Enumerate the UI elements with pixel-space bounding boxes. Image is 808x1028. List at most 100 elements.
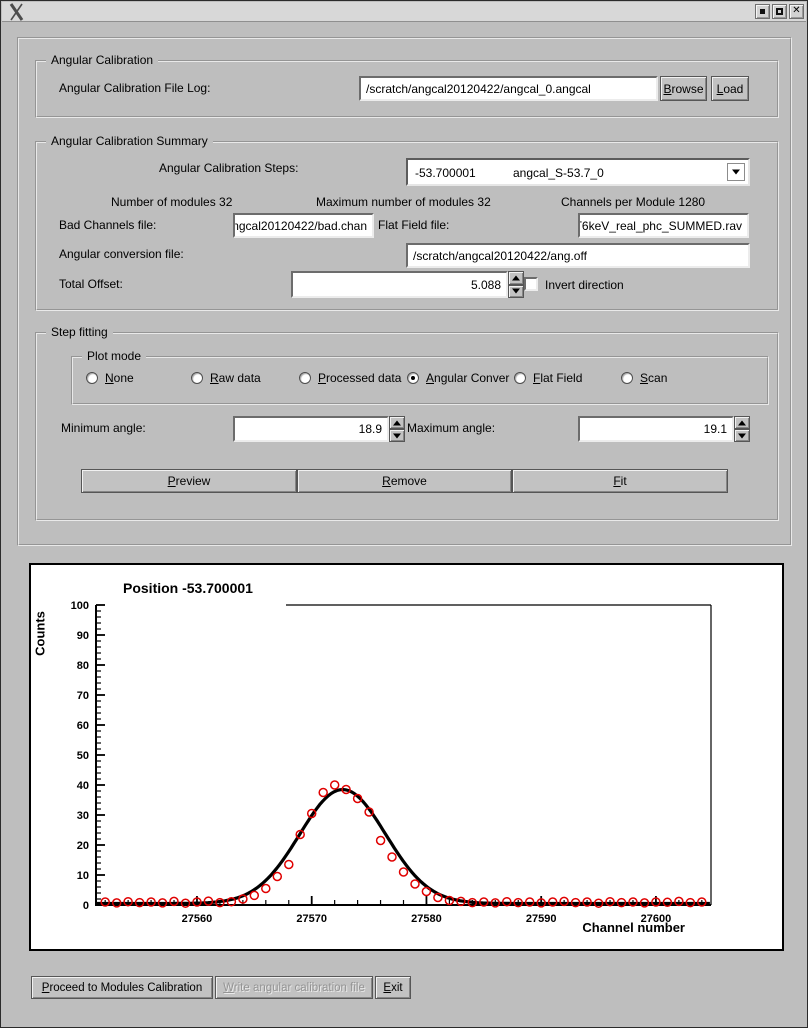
svg-text:0: 0 <box>83 900 89 912</box>
close-button[interactable]: ✕ <box>789 4 804 19</box>
browse-button-label: Browse <box>663 81 704 96</box>
svg-text:30: 30 <box>77 810 89 822</box>
radio-button-icon <box>514 372 526 384</box>
write-button-label: Write angular calibration file <box>223 981 365 994</box>
group-legend: Plot mode <box>82 349 147 363</box>
svg-text:100: 100 <box>71 600 89 612</box>
plot-mode-radio-raw-data[interactable]: Raw data <box>191 371 261 385</box>
calibration-peak-plot: 0 10 20 30 40 50 60 70 80 90 100 27560 27570 27580 275… <box>71 600 712 925</box>
radio-button-icon <box>621 372 633 384</box>
angular-calibration-summary-group: Angular Calibration Summary <box>35 134 779 311</box>
plot-mode-radio-angular-conversion[interactable]: Angular Conver <box>407 371 509 385</box>
group-legend: Step fitting <box>46 325 113 339</box>
exit-button-label: Exit <box>383 981 403 994</box>
total-offset-spinner <box>508 271 524 298</box>
svg-text:80: 80 <box>77 660 89 672</box>
minimum-angle-value: 18.9 <box>358 422 382 436</box>
num-modules-label: Number of modules 32 <box>111 195 233 209</box>
plot-mode-radio-flat-field[interactable]: Flat Field <box>514 371 582 385</box>
svg-text:27580: 27580 <box>411 913 442 925</box>
total-offset-value: 5.088 <box>470 277 501 292</box>
controls-frame <box>17 37 792 546</box>
svg-text:27570: 27570 <box>296 913 327 925</box>
invert-direction-checkbox[interactable] <box>524 277 538 291</box>
spin-down-button[interactable] <box>389 429 405 442</box>
close-icon: ✕ <box>792 5 801 16</box>
svg-text:70: 70 <box>77 690 89 702</box>
dropdown-arrow-button[interactable] <box>727 163 745 181</box>
step-fitting-group: Step fitting <box>35 325 779 521</box>
spin-up-button[interactable] <box>734 416 750 429</box>
plot-mode-radio-scan[interactable]: Scan <box>621 371 667 385</box>
plot-y-axis-label: Counts <box>32 611 48 656</box>
exit-button[interactable]: Exit <box>375 976 411 999</box>
flat-field-input[interactable]: T6keV_real_phc_SUMMED.rav <box>578 213 749 238</box>
step-position-value: -53.700001 <box>415 166 476 180</box>
radio-label: Angular Conver <box>426 371 510 385</box>
plot-x-axis-label: Channel number <box>582 920 685 935</box>
steps-label: Angular Calibration Steps: <box>159 161 299 175</box>
calibration-plot-panel: 0 10 20 30 40 50 60 70 80 90 100 27560 27570 27580 275… <box>29 563 784 951</box>
minimum-angle-label: Minimum angle: <box>61 421 146 435</box>
flat-field-value: T6keV_real_phc_SUMMED.rav <box>578 218 742 233</box>
radio-label: Raw data <box>210 371 261 385</box>
plot-mode-radio-processed-data[interactable]: Processed data <box>299 371 401 385</box>
browse-button[interactable]: Browse <box>660 76 707 101</box>
angular-calibration-group: Angular Calibration <box>35 53 779 118</box>
bad-channels-label: Bad Channels file: <box>59 218 157 232</box>
svg-text:10: 10 <box>77 870 89 882</box>
flat-field-label: Flat Field file: <box>378 218 450 232</box>
minimize-icon <box>760 9 765 14</box>
spin-down-button[interactable] <box>508 284 524 298</box>
svg-text:60: 60 <box>77 720 89 732</box>
fit-button-label: Fit <box>613 474 627 488</box>
radio-label: Scan <box>640 371 668 385</box>
spin-down-icon <box>393 433 401 438</box>
maximum-angle-value: 19.1 <box>703 422 727 436</box>
svg-text:50: 50 <box>77 750 89 762</box>
maximum-angle-label: Maximum angle: <box>407 421 496 435</box>
file-log-value: /scratch/angcal20120422/angcal_0.angcal <box>366 81 591 96</box>
step-name-value: angcal_S-53.7_0 <box>513 166 604 180</box>
title-bar[interactable]: ✕ <box>2 2 806 22</box>
proceed-to-modules-calibration-button[interactable]: Proceed to Modules Calibration <box>31 976 213 999</box>
bad-channels-input[interactable]: tch/angcal20120422/bad.chan <box>233 213 374 238</box>
spin-up-button[interactable] <box>389 416 405 429</box>
svg-text:40: 40 <box>77 780 89 792</box>
svg-text:27590: 27590 <box>526 913 557 925</box>
minimize-button[interactable] <box>755 4 770 19</box>
chevron-down-icon <box>732 169 740 175</box>
radio-label: None <box>105 371 134 385</box>
file-log-label: Angular Calibration File Log: <box>59 81 211 95</box>
maximize-button[interactable] <box>772 4 787 19</box>
load-button[interactable]: Load <box>711 76 749 101</box>
remove-button[interactable]: Remove <box>297 469 512 493</box>
minimum-angle-input[interactable]: 18.9 <box>233 416 389 442</box>
maximum-angle-input[interactable]: 19.1 <box>578 416 734 442</box>
remove-button-label: Remove <box>382 474 427 488</box>
radio-button-icon <box>86 372 98 384</box>
proceed-button-label: Proceed to Modules Calibration <box>41 981 203 994</box>
invert-direction-label: Invert direction <box>545 278 624 292</box>
x11-logo-icon <box>9 3 25 24</box>
calibration-steps-dropdown[interactable]: -53.700001 angcal_S-53.7_0 <box>406 158 750 186</box>
total-offset-input[interactable]: 5.088 <box>291 271 508 298</box>
spin-down-button[interactable] <box>734 429 750 442</box>
svg-text:27560: 27560 <box>182 913 213 925</box>
file-log-input[interactable]: /scratch/angcal20120422/angcal_0.angcal <box>359 76 658 101</box>
angular-conversion-input[interactable]: /scratch/angcal20120422/ang.off <box>406 243 750 268</box>
write-angular-calibration-file-button[interactable]: Write angular calibration file <box>215 976 373 999</box>
spin-up-icon <box>738 420 746 425</box>
radio-button-icon <box>191 372 203 384</box>
preview-button[interactable]: Preview <box>81 469 297 493</box>
plot-title: Position -53.700001 <box>117 579 259 597</box>
fit-button[interactable]: Fit <box>512 469 728 493</box>
total-offset-label: Total Offset: <box>59 277 123 291</box>
spin-down-icon <box>512 288 520 294</box>
load-button-label: Load <box>716 81 744 96</box>
spin-up-button[interactable] <box>508 271 524 285</box>
spin-up-icon <box>393 420 401 425</box>
spin-down-icon <box>738 433 746 438</box>
plot-mode-radio-none[interactable]: None <box>86 371 134 385</box>
